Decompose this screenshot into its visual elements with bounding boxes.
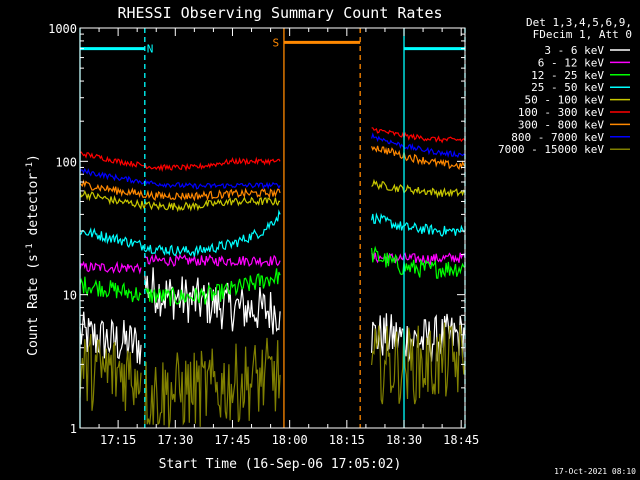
- series-2-segment-1: [144, 268, 281, 307]
- legend-label-6: 300 - 800 keV: [518, 118, 604, 131]
- series-8-segment-0: [79, 334, 142, 412]
- legend-label-2: 12 - 25 keV: [531, 69, 604, 82]
- series-4-segment-1: [371, 178, 466, 199]
- series-8: [79, 322, 466, 429]
- series-7-segment-1: [371, 132, 466, 159]
- series-5-segment-0: [79, 151, 281, 173]
- legend-label-0: 3 - 6 keV: [544, 44, 604, 57]
- x-tick-label-1: 17:30: [157, 433, 193, 447]
- series-1-segment-2: [371, 252, 466, 266]
- series-3-segment-0: [79, 209, 281, 257]
- series-2-segment-0: [79, 276, 142, 303]
- series-0-segment-0: [79, 311, 142, 365]
- series-2: [79, 245, 466, 307]
- series-2-segment-2: [371, 245, 466, 279]
- legend-label-5: 100 - 300 keV: [518, 106, 604, 119]
- y-axis-label-mid: detector: [26, 173, 41, 244]
- series-6: [79, 145, 466, 202]
- x-tick-label-2: 17:45: [214, 433, 250, 447]
- series-8-segment-2: [371, 322, 466, 405]
- y-tick-label-2: 100: [55, 155, 77, 169]
- y-axis-label: Count Rate (s-1 detector-1): [25, 154, 41, 356]
- series-7-segment-0: [79, 167, 281, 190]
- y-axis-label-sup2: -1: [25, 162, 35, 173]
- y-axis-label-end: ): [26, 154, 41, 162]
- legend-label-3: 25 - 50 keV: [531, 81, 604, 94]
- y-tick-label-0: 1: [70, 422, 77, 436]
- x-tick-label-4: 18:15: [329, 433, 365, 447]
- legend-label-8: 7000 - 15000 keV: [498, 143, 604, 156]
- x-tick-label-3: 18:00: [272, 433, 308, 447]
- plot-border: [79, 27, 466, 429]
- legend-label-7: 800 - 7000 keV: [511, 131, 604, 144]
- x-axis-label: Start Time (16-Sep-06 17:05:02): [159, 457, 402, 472]
- series-3-segment-1: [371, 212, 466, 237]
- series-8-segment-1: [144, 337, 281, 429]
- y-tick-label-3: 1000: [48, 22, 77, 36]
- x-tick-label-0: 17:15: [100, 433, 136, 447]
- y-tick-label-1: 10: [63, 289, 77, 303]
- series-3: [79, 209, 466, 257]
- legend-header-line-1: Det 1,3,4,5,6,9,: [526, 16, 632, 29]
- axes-frame: 17:15 17:30 17:45 18:00 18:15 18:30 18:45 1 10 10…: [48, 22, 479, 447]
- legend-header-line-2: FDecim 1, Att 0: [533, 28, 632, 41]
- series-7: [79, 132, 466, 190]
- series-1: [79, 252, 466, 275]
- series-6-segment-0: [79, 179, 281, 202]
- series-5-segment-1: [371, 127, 466, 144]
- footer-date: 17-Oct-2021 08:10: [554, 467, 636, 476]
- flag-label-2: S: [273, 36, 280, 49]
- chart-title: RHESSI Observing Summary Count Rates: [117, 4, 442, 22]
- legend-label-4: 50 - 100 keV: [525, 94, 605, 107]
- x-tick-label-5: 18:30: [386, 433, 422, 447]
- series-1-segment-1: [144, 253, 281, 268]
- x-tick-label-6: 18:45: [443, 433, 479, 447]
- series-4: [79, 178, 466, 213]
- series-1-segment-0: [79, 260, 142, 275]
- y-axis-label-main: Count Rate (s: [26, 254, 41, 356]
- series-4-segment-0: [79, 189, 281, 213]
- series-5: [79, 127, 466, 173]
- y-axis-label-sup1: -1: [25, 243, 35, 254]
- series-6-segment-1: [371, 145, 466, 170]
- legend-label-1: 6 - 12 keV: [538, 56, 605, 69]
- flag-label-0: N: [147, 43, 154, 56]
